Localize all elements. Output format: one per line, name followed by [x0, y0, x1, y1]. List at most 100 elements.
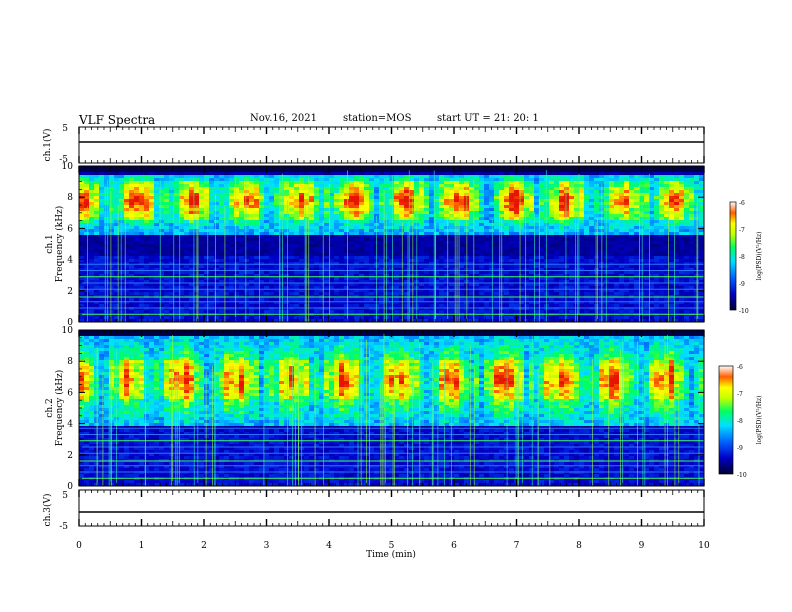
spectrogram-cell: [389, 178, 395, 182]
spectrogram-cell: [399, 241, 405, 245]
spectrogram-cell: [144, 223, 150, 227]
spectrogram-cell: [369, 196, 375, 200]
spectrogram-cell: [124, 277, 130, 281]
spectrogram-cell: [274, 232, 280, 236]
spectrogram-cell: [254, 229, 260, 233]
spectrogram-cell: [304, 262, 310, 266]
spectrogram-cell: [479, 262, 485, 266]
spectrogram-cell: [534, 199, 540, 203]
spectrogram-cell: [429, 292, 435, 296]
spectrogram-cell: [284, 172, 290, 176]
spectrogram-cell: [254, 250, 260, 254]
spectrogram-cell: [369, 187, 375, 191]
spectrogram-cell: [399, 286, 405, 290]
spectrogram-cell: [519, 298, 525, 302]
spectrogram-cell: [319, 199, 325, 203]
spectrogram-cell: [359, 214, 365, 218]
spectrogram-cell: [424, 286, 430, 290]
spectrogram-cell: [504, 265, 510, 269]
spectrogram-cell: [529, 187, 535, 191]
spectrogram-cell: [294, 205, 300, 209]
spectrogram-cell: [474, 223, 480, 227]
spectrogram-cell: [199, 301, 205, 305]
spectrogram-cell: [389, 202, 395, 206]
spectrogram-cell: [434, 172, 440, 176]
spectrogram-cell: [504, 178, 510, 182]
spectrogram-cell: [204, 244, 210, 248]
spectrogram-cell: [429, 181, 435, 185]
spectrogram-cell: [244, 250, 250, 254]
spectrogram-cell: [344, 229, 350, 233]
spectrogram-cell: [259, 253, 265, 257]
spectrogram-cell: [249, 292, 255, 296]
spectrogram-cell: [424, 166, 430, 170]
spectrogram-cell: [434, 262, 440, 266]
spectrogram-cell: [149, 280, 155, 284]
spectrogram-cell: [404, 262, 410, 266]
spectrogram-cell: [274, 196, 280, 200]
spectrogram-cell: [534, 298, 540, 302]
spectrogram-cell: [459, 217, 465, 221]
spectrogram-cell: [524, 223, 530, 227]
spectrogram-cell: [164, 316, 170, 320]
spectrogram-cell: [109, 184, 115, 188]
spectrogram-cell: [409, 166, 415, 170]
spectrogram-cell: [344, 301, 350, 305]
spectrogram-cell: [269, 214, 275, 218]
spectrogram-cell: [369, 301, 375, 305]
spectrogram-cell: [399, 304, 405, 308]
spectrogram-cell: [344, 271, 350, 275]
spectrogram-cell: [504, 223, 510, 227]
spectrogram-cell: [284, 277, 290, 281]
spectrogram-cell: [199, 253, 205, 257]
spectrogram-cell: [459, 175, 465, 179]
spectrogram-cell: [299, 298, 305, 302]
spectrogram-cell: [294, 226, 300, 230]
spectrogram-cell: [159, 178, 165, 182]
spectrogram-cell: [129, 304, 135, 308]
spectrogram-cell: [139, 250, 145, 254]
spectrogram-cell: [309, 184, 315, 188]
spectrogram-cell: [309, 319, 315, 323]
spectrogram-cell: [94, 301, 100, 305]
spectrogram-cell: [174, 277, 180, 281]
spectrogram-cell: [324, 253, 330, 257]
spectrogram-cell: [484, 187, 490, 191]
spectrogram-cell: [519, 310, 525, 314]
spectrogram-cell: [344, 265, 350, 269]
spectrogram-cell: [279, 268, 285, 272]
spectrogram-cell: [204, 310, 210, 314]
spectrogram-cell: [104, 310, 110, 314]
spectrogram-cell: [199, 247, 205, 251]
spectrogram-cell: [534, 214, 540, 218]
spectrogram-cell: [479, 298, 485, 302]
spectrogram-cell: [454, 226, 460, 230]
spectrogram-cell: [174, 223, 180, 227]
spectrogram-cell: [94, 298, 100, 302]
spectrogram-cell: [294, 271, 300, 275]
spectrogram-cell: [499, 199, 505, 203]
spectrogram-cell: [99, 181, 105, 185]
spectrogram-cell: [359, 196, 365, 200]
ch1-ytick-bottom: -5: [59, 155, 68, 165]
spectrogram-cell: [259, 235, 265, 239]
spectrogram-cell: [224, 235, 230, 239]
spectrogram-cell: [459, 250, 465, 254]
spectrogram-cell: [139, 223, 145, 227]
spectrogram-cell: [209, 184, 215, 188]
spectrogram-cell: [424, 298, 430, 302]
spectrogram-cell: [484, 271, 490, 275]
spectrogram-cell: [149, 274, 155, 278]
spectrogram-cell: [249, 187, 255, 191]
spectrogram-cell: [89, 229, 95, 233]
spectrogram-cell: [299, 247, 305, 251]
spectrogram-cell: [434, 223, 440, 227]
spectrogram-cell: [129, 241, 135, 245]
spectrogram-cell: [529, 175, 535, 179]
spectrogram-cell: [514, 268, 520, 272]
spectrogram-cell: [479, 187, 485, 191]
spectrogram-cell: [249, 208, 255, 212]
spectrogram-cell: [119, 202, 125, 206]
spectrogram-cell: [164, 190, 170, 194]
spectrogram-cell: [159, 193, 165, 197]
